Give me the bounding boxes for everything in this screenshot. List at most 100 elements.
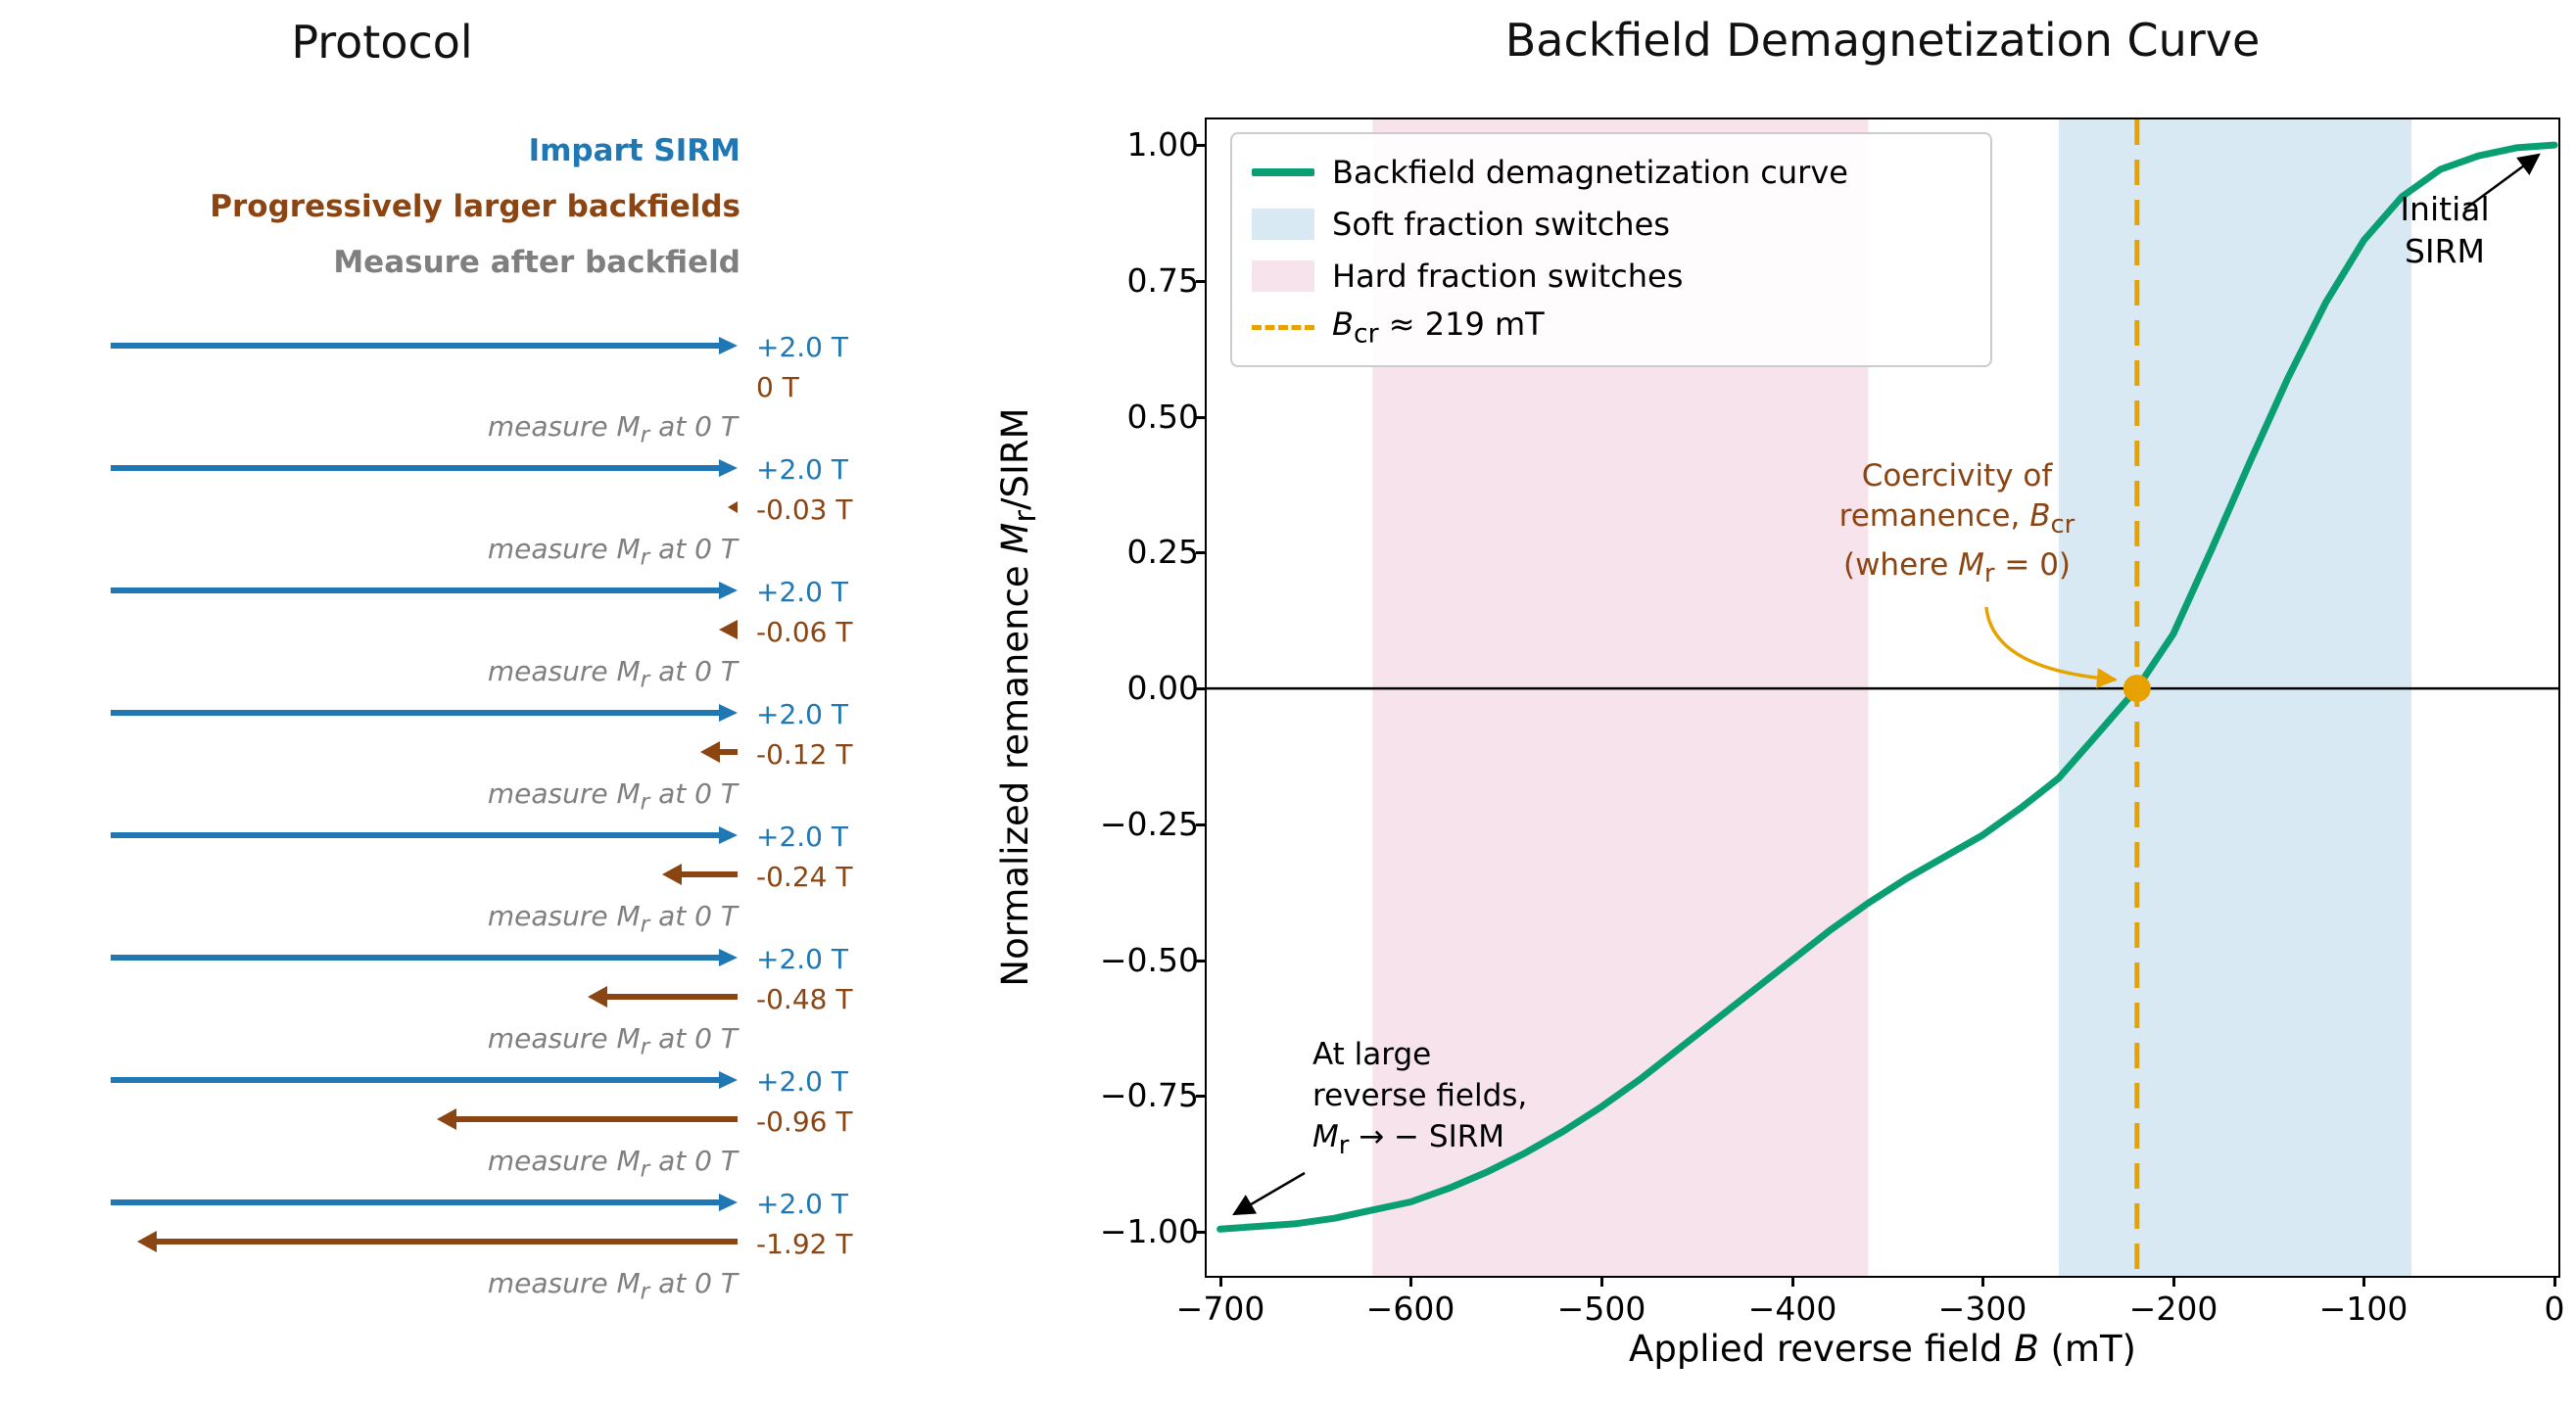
x-tick-label: 0 xyxy=(2544,1290,2565,1328)
arrowhead-left-icon xyxy=(662,864,682,885)
x-tick-label: −100 xyxy=(2318,1290,2409,1328)
sirm-arrow xyxy=(111,825,738,845)
backfield-field-label: -0.96 T xyxy=(756,1105,853,1138)
y-tick-mark xyxy=(1196,1095,1207,1098)
arrowhead-left-icon xyxy=(719,620,738,639)
arrow-shaft xyxy=(111,1077,722,1083)
sirm-field-label: +2.0 T xyxy=(756,453,848,486)
protocol-step: +2.0 T -1.92 T measure Mr at 0 T xyxy=(0,1185,989,1307)
large-reverse-arrow-icon xyxy=(1232,1171,1306,1216)
legend-swatch-dash-icon xyxy=(1252,325,1314,330)
arrowhead-right-icon xyxy=(719,582,738,599)
arrowhead-right-icon xyxy=(719,337,738,354)
plot-area: Backfield demagnetization curve Soft frac… xyxy=(1205,117,2560,1278)
sirm-arrow xyxy=(111,703,738,723)
arrowhead-right-icon xyxy=(719,826,738,844)
measure-label: measure Mr at 0 T xyxy=(487,777,738,816)
x-tick-mark xyxy=(1600,1276,1603,1287)
arrow-shaft xyxy=(605,994,738,1000)
annotation-large-reverse: At large reverse fields, Mr → − SIRM xyxy=(1312,1037,1528,1161)
backfield-curve xyxy=(1216,141,2558,1233)
y-tick-mark xyxy=(1196,416,1207,419)
arrow-shaft xyxy=(111,465,722,471)
protocol-legend-item: Progressively larger backfields xyxy=(210,189,740,224)
arrowhead-left-icon xyxy=(137,1231,157,1252)
sirm-field-label: +2.0 T xyxy=(756,1065,848,1098)
sirm-arrow xyxy=(111,1193,738,1212)
y-tick-mark xyxy=(1196,1231,1207,1234)
y-tick-label: −1.00 xyxy=(1099,1212,1199,1250)
sirm-field-label: +2.0 T xyxy=(756,943,848,975)
legend-label: Hard fraction switches xyxy=(1332,257,1684,295)
y-tick-mark xyxy=(1196,280,1207,283)
backfield-arrow xyxy=(662,864,738,885)
backfield-arrow xyxy=(437,1108,738,1130)
backfield-arrow xyxy=(700,741,738,763)
legend-swatch-patch-icon xyxy=(1252,208,1314,240)
arrow-shaft xyxy=(111,832,722,838)
sirm-field-label: +2.0 T xyxy=(756,821,848,853)
y-tick-mark xyxy=(1196,551,1207,554)
arrowhead-left-icon xyxy=(588,986,607,1008)
legend-item: Hard fraction switches xyxy=(1252,250,1990,302)
x-tick-mark xyxy=(1791,1276,1794,1287)
measure-label: measure Mr at 0 T xyxy=(487,1145,738,1183)
sirm-field-label: +2.0 T xyxy=(756,698,848,730)
x-tick-label: −300 xyxy=(1937,1290,2027,1328)
x-tick-mark xyxy=(1409,1276,1412,1287)
measure-label: measure Mr at 0 T xyxy=(487,533,738,571)
bcr-marker xyxy=(2123,675,2151,703)
arrow-shaft xyxy=(111,343,722,349)
arrowhead-right-icon xyxy=(719,459,738,477)
arrowhead-right-icon xyxy=(719,949,738,966)
y-tick-mark xyxy=(1196,960,1207,963)
x-tick-label: −400 xyxy=(1747,1290,1837,1328)
y-tick-label: 1.00 xyxy=(1126,125,1199,164)
sirm-arrow xyxy=(111,458,738,478)
protocol-legend: Impart SIRM Progressively larger backfiel… xyxy=(0,123,740,291)
x-tick-mark xyxy=(2362,1276,2365,1287)
legend-label: Backfield demagnetization curve xyxy=(1332,153,1848,191)
sirm-field-label: +2.0 T xyxy=(756,331,848,363)
arrow-shaft xyxy=(111,587,722,593)
legend-swatch-patch-icon xyxy=(1252,259,1314,292)
protocol-step: +2.0 T -0.12 T measure Mr at 0 T xyxy=(0,695,989,818)
y-tick-label: −0.50 xyxy=(1099,941,1199,979)
arrowhead-left-icon xyxy=(437,1108,456,1130)
x-tick-mark xyxy=(1219,1276,1222,1287)
legend-label: Bcr ≈ 219 mT xyxy=(1332,305,1545,350)
legend-item: Bcr ≈ 219 mT xyxy=(1252,302,1990,353)
arrowhead-right-icon xyxy=(719,1194,738,1211)
legend-item: Soft fraction switches xyxy=(1252,198,1990,250)
protocol-step: +2.0 T 0 T measure Mr at 0 T xyxy=(0,328,989,450)
measure-label: measure Mr at 0 T xyxy=(487,1267,738,1305)
initial-sirm-arrow-icon xyxy=(2463,153,2541,211)
y-tick-label: 0.25 xyxy=(1126,533,1199,571)
x-tick-label: −200 xyxy=(2128,1290,2218,1328)
arrow-shaft xyxy=(111,1199,722,1205)
sirm-arrow xyxy=(111,1070,738,1090)
chart-title: Backfield Demagnetization Curve xyxy=(1504,14,2261,67)
x-tick-label: −500 xyxy=(1556,1290,1646,1328)
y-tick-label: 0.75 xyxy=(1126,261,1199,300)
arrow-shaft xyxy=(454,1116,738,1122)
measure-label: measure Mr at 0 T xyxy=(487,900,738,938)
protocol-step: +2.0 T -0.03 T measure Mr at 0 T xyxy=(0,450,989,573)
sirm-field-label: +2.0 T xyxy=(756,1188,848,1220)
x-tick-label: −700 xyxy=(1175,1290,1265,1328)
annotation-initial-sirm: Initial SIRM xyxy=(2400,190,2490,270)
protocol-step: +2.0 T -0.24 T measure Mr at 0 T xyxy=(0,818,989,940)
backfield-field-label: -0.06 T xyxy=(756,616,853,648)
arrow-shaft xyxy=(155,1239,738,1245)
y-tick-mark xyxy=(1196,823,1207,826)
sirm-arrow xyxy=(111,581,738,600)
arrowhead-right-icon xyxy=(719,1071,738,1089)
x-tick-mark xyxy=(2172,1276,2175,1287)
x-axis-label: Applied reverse field B (mT) xyxy=(1629,1328,2136,1370)
legend-label: Soft fraction switches xyxy=(1332,205,1670,243)
measure-label: measure Mr at 0 T xyxy=(487,655,738,693)
backfield-arrow xyxy=(137,1231,738,1252)
y-tick-label: −0.25 xyxy=(1099,805,1199,843)
y-axis-label: Normalized remanence Mr/SIRM xyxy=(993,407,1044,987)
backfield-field-label: -0.03 T xyxy=(756,493,853,526)
